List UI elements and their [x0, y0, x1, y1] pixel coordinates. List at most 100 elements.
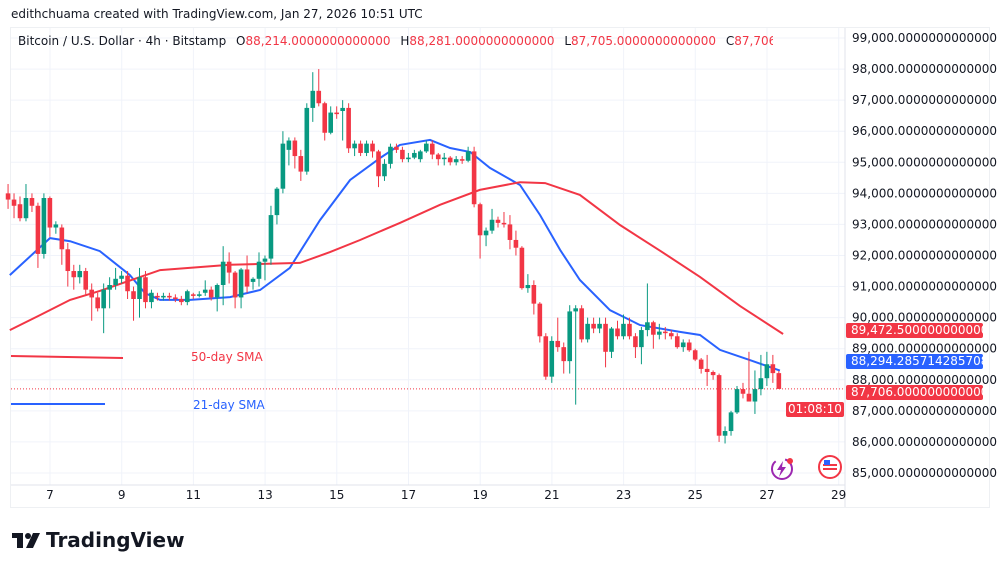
candle-body — [459, 159, 465, 161]
candle-body — [734, 389, 740, 413]
candle-body — [609, 328, 614, 352]
candle-body — [346, 107, 351, 149]
candle-body — [621, 323, 626, 337]
logo-text: TradingView — [46, 528, 185, 552]
candle-body — [692, 350, 698, 360]
candle-body — [11, 199, 17, 206]
candle-body — [555, 340, 561, 348]
candle-body — [525, 285, 531, 289]
candle-body — [537, 303, 543, 337]
candle-body — [633, 336, 638, 348]
candle-body — [657, 331, 662, 335]
candle-body — [591, 323, 596, 329]
candle-body — [388, 146, 393, 164]
candle-body — [238, 269, 244, 298]
candle-body — [728, 412, 734, 432]
low-value: 87,705.0000000000000 — [571, 34, 717, 48]
candle-body — [268, 215, 274, 259]
candle-body — [483, 230, 489, 236]
candle-body — [179, 298, 184, 303]
candle-body — [573, 308, 578, 312]
y-tick-label: 95,000.0000000000000 — [852, 155, 997, 169]
open-value: 88,214.0000000000000 — [245, 34, 391, 48]
candle-body — [149, 292, 154, 303]
sma21-price-badge: 88,294.2857142857088 — [846, 354, 983, 369]
candle-body — [167, 295, 172, 298]
candle-body — [543, 336, 549, 377]
candle-body — [615, 328, 620, 337]
candle-body — [161, 295, 166, 298]
candle-body — [435, 154, 441, 160]
candle-body — [513, 239, 519, 248]
high-value: 88,281.0000000000000 — [409, 34, 555, 48]
candle-body — [119, 275, 124, 279]
candle-body — [603, 323, 608, 352]
candle-body — [298, 156, 304, 172]
candle-body — [334, 112, 339, 115]
candle-body — [232, 272, 238, 298]
candle-body — [597, 323, 602, 329]
x-tick-label: 29 — [831, 488, 846, 502]
bar-countdown: 01:08:10 — [786, 402, 844, 417]
candle-body — [286, 140, 292, 150]
candle-body — [740, 389, 746, 394]
y-tick-label: 85,000.0000000000000 — [852, 466, 997, 480]
sma50-label: 50-day SMA — [191, 350, 263, 364]
x-tick-label: 27 — [759, 488, 774, 502]
candle-body — [579, 308, 584, 340]
candle-body — [59, 227, 65, 250]
candle-body — [53, 224, 59, 228]
candle-body — [29, 198, 35, 206]
y-tick-label: 92,000.0000000000000 — [852, 248, 997, 262]
candle-body — [501, 222, 507, 225]
x-tick-label: 19 — [473, 488, 488, 502]
candle-body — [400, 149, 405, 160]
candle-body — [89, 289, 95, 298]
y-tick-label: 93,000.0000000000000 — [852, 217, 997, 231]
candle-body — [447, 157, 453, 163]
candle-body — [567, 311, 573, 362]
x-tick-label: 15 — [329, 488, 344, 502]
candle-body — [101, 289, 106, 309]
candle-body — [680, 342, 686, 348]
y-tick-label: 98,000.0000000000000 — [852, 62, 997, 76]
candle-body — [65, 249, 71, 272]
candle-body — [41, 198, 47, 254]
candle-body — [17, 204, 23, 219]
x-tick-label: 11 — [186, 488, 201, 502]
candle-body — [256, 261, 262, 279]
candle-body — [125, 275, 130, 292]
candle-body — [477, 204, 483, 236]
candle-body — [274, 188, 280, 216]
chart-credit: edithchuama created with TradingView.com… — [11, 7, 423, 21]
symbol-label[interactable]: Bitcoin / U.S. Dollar · 4h · Bitstamp — [18, 34, 227, 48]
candle-body — [585, 323, 590, 340]
us-flag-icon[interactable] — [818, 455, 842, 479]
candle-body — [489, 219, 495, 231]
candle-body — [758, 378, 764, 390]
candle-body — [83, 271, 89, 290]
candle-body — [561, 347, 567, 362]
y-tick-label: 89,000.0000000000000 — [852, 342, 997, 356]
x-tick-label: 23 — [616, 488, 631, 502]
sma50-price-badge: 89,472.5000000000000 — [846, 323, 983, 338]
low-key: L — [564, 34, 571, 48]
candle-body — [376, 151, 381, 177]
candle-body — [262, 258, 268, 262]
candle-body — [328, 112, 334, 133]
candle-body — [668, 333, 674, 337]
candle-body — [465, 151, 471, 161]
y-tick-label: 97,000.0000000000000 — [852, 93, 997, 107]
candle-body — [531, 285, 537, 304]
x-tick-label: 7 — [46, 488, 54, 502]
x-tick-label: 13 — [257, 488, 272, 502]
candle-body — [507, 224, 513, 240]
candle-body — [113, 278, 118, 286]
candle-body — [352, 143, 357, 149]
lightning-icon[interactable] — [768, 455, 796, 483]
candle-body — [627, 323, 632, 337]
candle-body — [776, 373, 782, 389]
candle-body — [674, 336, 680, 348]
tradingview-logo[interactable]: TradingView — [12, 528, 185, 552]
